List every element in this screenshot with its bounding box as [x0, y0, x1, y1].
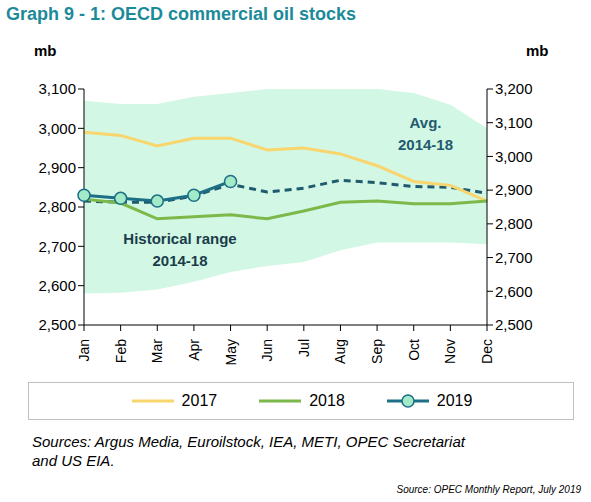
- svg-text:2,600: 2,600: [495, 283, 533, 300]
- html-text:mb: mb: [526, 42, 549, 59]
- svg-text:Feb: Feb: [113, 339, 129, 363]
- svg-text:2,500: 2,500: [38, 316, 76, 333]
- svg-text:Dec: Dec: [479, 339, 495, 364]
- svg-text:Sep: Sep: [369, 339, 385, 364]
- html-text:Graph 9 - 1: OECD commercial o: Graph 9 - 1: OECD commercial oil stocks: [6, 4, 357, 24]
- html-text:2018: 2018: [309, 392, 345, 409]
- svg-text:2,800: 2,800: [38, 198, 76, 215]
- html-text:mb: mb: [34, 42, 57, 59]
- svg-text:Apr: Apr: [186, 339, 202, 361]
- svg-text:Aug: Aug: [332, 339, 348, 364]
- html-text:Source: OPEC Monthly Report, J: Source: OPEC Monthly Report, July 2019: [396, 484, 581, 495]
- html-text:Avg.: Avg.: [409, 114, 442, 131]
- svg-text:2,600: 2,600: [38, 277, 76, 294]
- svg-text:2,900: 2,900: [38, 159, 76, 176]
- html-text:2019: 2019: [436, 392, 473, 409]
- html-text:2017: 2017: [181, 392, 218, 409]
- svg-text:2,700: 2,700: [38, 238, 76, 255]
- svg-text:2,500: 2,500: [495, 316, 533, 333]
- svg-text:Mar: Mar: [149, 339, 165, 363]
- svg-text:Jun: Jun: [259, 339, 275, 362]
- svg-text:Oct: Oct: [406, 339, 422, 361]
- html-text:2014-18: 2014-18: [398, 136, 454, 153]
- svg-text:3,200: 3,200: [495, 80, 533, 97]
- svg-text:2,700: 2,700: [495, 249, 533, 266]
- svg-text:Jul: Jul: [296, 339, 312, 357]
- svg-text:3,100: 3,100: [495, 114, 533, 131]
- svg-text:Nov: Nov: [442, 339, 458, 364]
- svg-text:Jan: Jan: [76, 339, 92, 362]
- svg-text:3,000: 3,000: [495, 148, 533, 165]
- html-text:Historical range: Historical range: [123, 230, 237, 247]
- html-text:Sources: Argus Media, Euroilst: Sources: Argus Media, Euroilstock, IEA, …: [32, 433, 465, 469]
- svg-text:3,100: 3,100: [38, 80, 76, 97]
- svg-text:May: May: [223, 339, 239, 365]
- svg-text:2,900: 2,900: [495, 181, 533, 198]
- html-text:2014-18: 2014-18: [152, 252, 208, 269]
- svg-text:3,000: 3,000: [38, 120, 76, 137]
- svg-text:2,800: 2,800: [495, 215, 533, 232]
